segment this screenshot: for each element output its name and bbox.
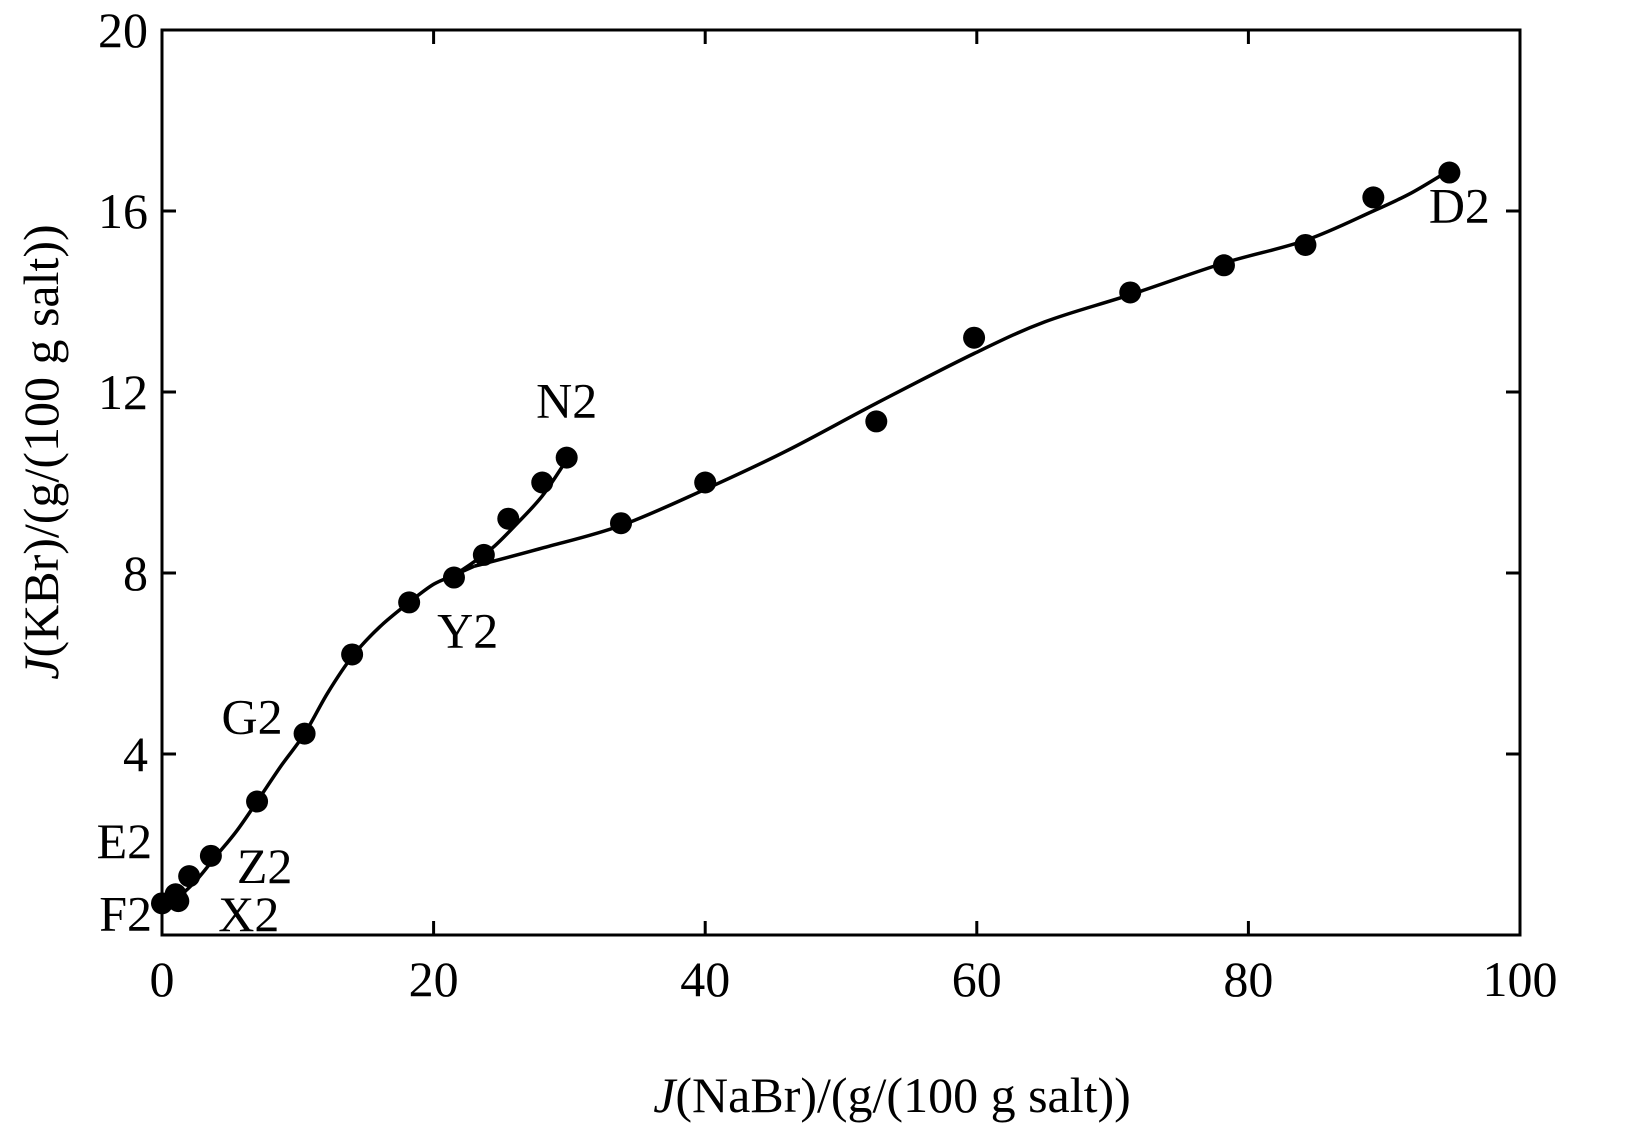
points-layer xyxy=(151,161,1461,915)
data-point-6 xyxy=(293,722,316,745)
data-point-21 xyxy=(1362,186,1385,209)
y-axis-title-text: (KBr)/(g/(100 g salt)) xyxy=(13,224,69,657)
x-axis-title: J(NaBr)/(g/(100 g salt)) xyxy=(653,1067,1131,1123)
x-tick-label: 100 xyxy=(1483,951,1558,1007)
x-axis-title-italic: J xyxy=(653,1067,678,1123)
x-tick-label: 0 xyxy=(150,951,175,1007)
point-labels-layer: N2 D2 Y2 G2 E2 Z2 F2 X2 xyxy=(97,178,1490,943)
data-point-15 xyxy=(694,471,717,494)
x-tick-label: 80 xyxy=(1223,951,1273,1007)
data-point-14 xyxy=(610,512,633,535)
point-label-f2: F2 xyxy=(99,885,152,941)
y-tick-label: 12 xyxy=(98,364,148,420)
data-point-5 xyxy=(246,790,269,813)
curves-layer xyxy=(161,168,1451,905)
y-tick-label: 8 xyxy=(123,545,148,601)
x-tick-label: 20 xyxy=(409,951,459,1007)
data-point-18 xyxy=(1119,281,1142,304)
point-label-y2: Y2 xyxy=(437,602,498,658)
data-point-3 xyxy=(178,865,201,888)
data-point-4 xyxy=(199,844,222,867)
point-label-d2: D2 xyxy=(1429,178,1490,234)
data-point-10 xyxy=(472,543,495,566)
point-label-g2: G2 xyxy=(221,689,282,745)
data-point-2 xyxy=(167,890,190,913)
data-point-13 xyxy=(555,446,578,469)
plot-frame xyxy=(160,28,1522,937)
data-point-22 xyxy=(1438,161,1461,184)
curve-line-2 xyxy=(473,168,1451,568)
y-tick-label: 16 xyxy=(98,183,148,239)
x-axis-title-text: (NaBr)/(g/(100 g salt)) xyxy=(675,1067,1130,1123)
data-point-16 xyxy=(865,410,888,433)
data-point-12 xyxy=(531,471,554,494)
x-tick-label: 40 xyxy=(680,951,730,1007)
y-tick-label: 4 xyxy=(123,726,148,782)
point-label-n2: N2 xyxy=(536,373,597,429)
point-label-x2: X2 xyxy=(218,886,279,942)
data-point-7 xyxy=(341,643,364,666)
data-point-9 xyxy=(442,566,465,589)
ticks-layer: 0 20 40 60 80 100 4 8 12 16 20 xyxy=(98,2,1558,1007)
x-tick-label: 60 xyxy=(952,951,1002,1007)
y-tick-label: 20 xyxy=(98,2,148,58)
point-label-e2: E2 xyxy=(97,813,153,869)
data-point-19 xyxy=(1212,254,1235,277)
data-point-8 xyxy=(398,591,421,614)
y-axis-title: J(KBr)/(g/(100 g salt)) xyxy=(13,224,69,679)
data-point-17 xyxy=(963,326,986,349)
data-point-11 xyxy=(497,507,520,530)
data-point-20 xyxy=(1294,233,1317,256)
point-label-z2: Z2 xyxy=(237,838,293,894)
y-axis-title-italic: J xyxy=(13,655,69,680)
